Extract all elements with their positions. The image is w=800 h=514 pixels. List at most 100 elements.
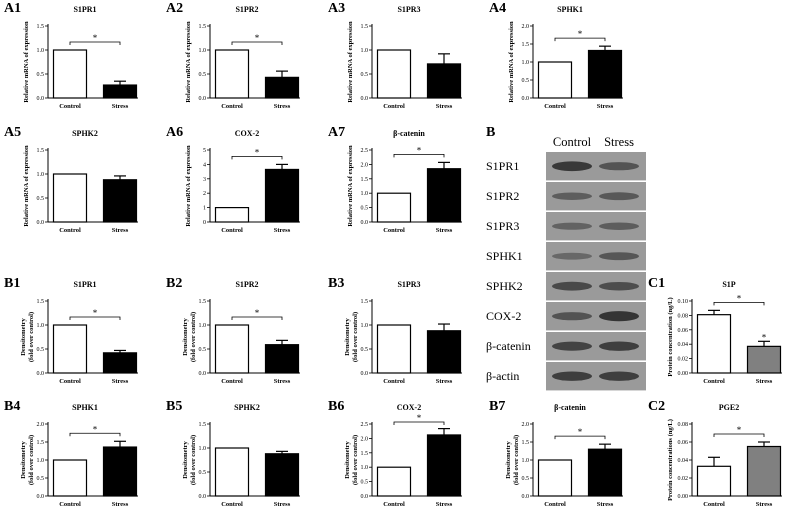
panel-label: B [486,125,495,140]
y-axis-label: Relative mRNA of expression [23,21,30,103]
x-category-label: Control [221,227,243,234]
bar-control [52,173,88,223]
bar-control [214,324,250,374]
x-category-label: Control [383,103,405,110]
y-axis-label-line: Densitometry [182,440,189,478]
bar-control [696,465,732,497]
y-axis-label-line: (fold over control) [190,312,197,362]
y-axis-label: Densitometry(fold over control) [20,312,35,362]
y-axis-label: Densitometry(fold over control) [344,435,359,485]
bar-stress [426,330,462,374]
blot-row-label: S1PR2 [486,189,519,203]
bar-control [537,61,573,99]
significance-marker: * [93,308,98,318]
x-category-label: Stress [436,103,453,110]
blot-band [599,162,639,171]
x-category-label: Stress [112,378,129,385]
significance-marker: * [417,145,422,155]
panel-label: A5 [4,125,21,140]
x-category-label: Stress [436,501,453,508]
significance-bracket [713,433,765,437]
significance-bracket [231,316,283,320]
y-tick-label: 0.00 [678,371,689,377]
y-tick-label: 2.0 [37,422,45,428]
x-category-label: Stress [274,501,291,508]
chart-title: β-catenin [393,129,425,138]
bar-stress [587,448,623,497]
significance-marker: * [578,29,583,39]
y-tick-label: 1.0 [37,458,45,464]
y-axis-label: Relative mRNA of expression [347,145,354,227]
y-tick-label: 2.0 [522,24,530,30]
y-tick-label: 0 [203,220,206,226]
x-category-label: Stress [112,501,129,508]
y-axis-label: Protein concentration (ng/L) [667,297,674,376]
chart-panel-c2: C2 PGE2 Protein concentrations (ng/L) 0.00 0… [648,399,782,508]
panel-label: B2 [166,276,182,291]
bar-control [376,49,412,99]
blot-band [599,252,639,261]
y-tick-label: 1.0 [37,172,45,178]
chart-title: S1PR2 [235,280,258,289]
y-tick-label: 0.0 [199,96,207,102]
y-tick-label: 1.5 [37,299,45,305]
x-category-label: Stress [112,103,129,110]
x-category-label: Control [221,378,243,385]
x-category-label: Stress [436,378,453,385]
x-category-label: Stress [274,103,291,110]
blot-row-label: SPHK2 [486,279,523,293]
y-axis-label: Densitometry(fold over control) [505,435,520,485]
significance-bracket [713,301,765,306]
bar-control [376,324,412,374]
panel-label: B5 [166,399,182,414]
bar-stress [264,76,300,99]
x-category-label: Stress [274,378,291,385]
bar-control [52,459,88,497]
y-tick-label: 1.0 [522,60,530,66]
y-tick-label: 0.5 [361,206,369,212]
y-axis-label-line: Densitometry [344,317,351,355]
blot-band [552,192,592,200]
y-tick-label: 1.0 [199,48,207,54]
significance-marker: * [255,147,260,157]
y-tick-label: 4 [203,162,206,168]
y-tick-label: 1.0 [37,48,45,54]
y-axis-label: Relative mRNA of expression [23,145,30,227]
y-tick-label: 1.0 [361,48,369,54]
chart-title: S1P [722,280,735,289]
significance-bracket [69,316,121,320]
panel-label: B3 [328,276,344,291]
blot-row-label: β-actin [486,369,519,383]
y-axis-label-line: (fold over control) [28,312,35,362]
x-category-label: Control [59,378,81,385]
blot-band [599,371,639,381]
y-tick-label: 0.0 [199,371,207,377]
y-tick-label: 0.5 [199,347,207,353]
blot-band [599,341,639,351]
y-tick-label: 2.0 [361,436,369,442]
significance-bracket [231,41,283,45]
significance-marker: * [417,413,422,423]
panel-label: B7 [489,399,505,414]
significance-bracket [231,156,283,160]
chart-title: SPHK1 [72,403,98,412]
y-axis-label: Relative mRNA of expression [185,21,192,103]
chart-title: SPHK2 [234,403,260,412]
chart-title: SPHK2 [72,129,98,138]
y-tick-label: 0.0 [361,494,369,500]
blot-row-label: S1PR3 [486,219,519,233]
y-axis-label-line: Densitometry [182,317,189,355]
x-category-label: Control [383,378,405,385]
y-tick-label: 0.0 [37,96,45,102]
chart-title: PGE2 [719,403,739,412]
y-tick-label: 1.5 [199,299,207,305]
blot-band [599,281,639,291]
bar-stress [102,352,138,374]
y-tick-label: 0.06 [678,328,689,334]
blot-column-label: Control [553,135,592,149]
blot-row-label: S1PR1 [486,159,519,173]
blot-band [552,312,592,321]
bar-stress [426,168,462,223]
